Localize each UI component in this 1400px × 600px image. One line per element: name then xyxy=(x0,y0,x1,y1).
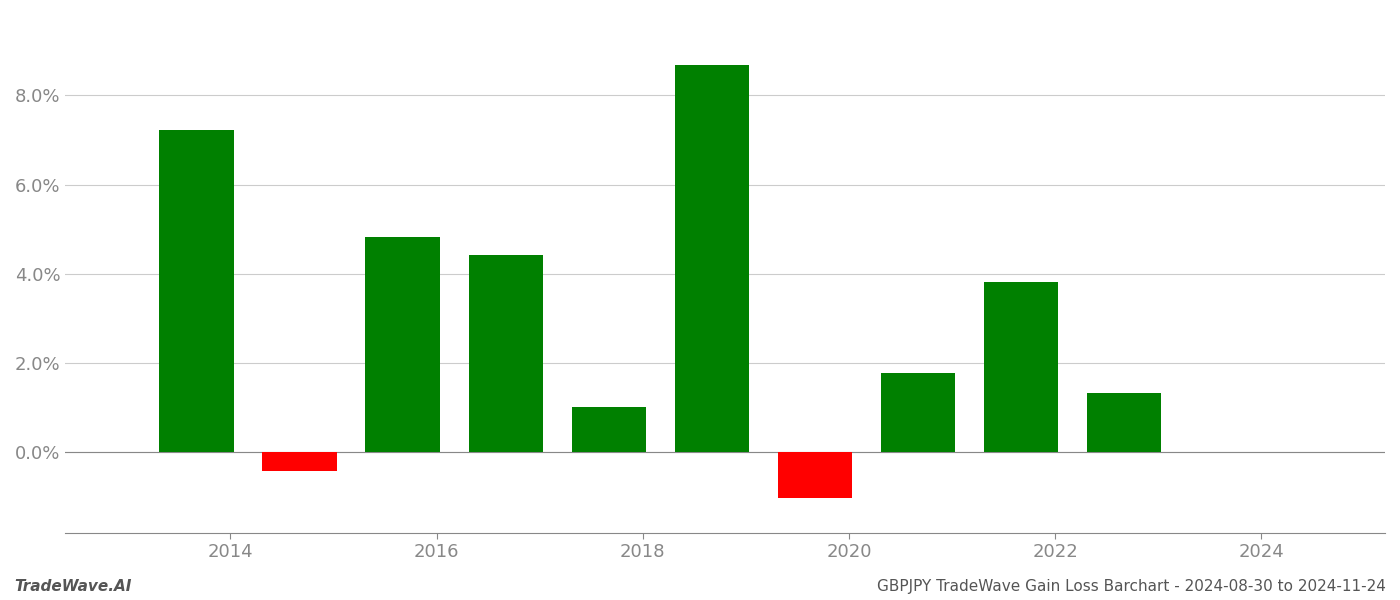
Text: TradeWave.AI: TradeWave.AI xyxy=(14,579,132,594)
Bar xyxy=(469,255,543,452)
Text: GBPJPY TradeWave Gain Loss Barchart - 2024-08-30 to 2024-11-24: GBPJPY TradeWave Gain Loss Barchart - 20… xyxy=(878,579,1386,594)
Bar xyxy=(1086,394,1162,452)
Bar xyxy=(881,373,955,452)
Bar xyxy=(262,452,336,471)
Bar xyxy=(778,452,853,498)
Bar xyxy=(365,237,440,452)
Bar xyxy=(571,407,645,452)
Bar xyxy=(984,282,1058,452)
Bar xyxy=(675,65,749,452)
Bar xyxy=(160,130,234,452)
